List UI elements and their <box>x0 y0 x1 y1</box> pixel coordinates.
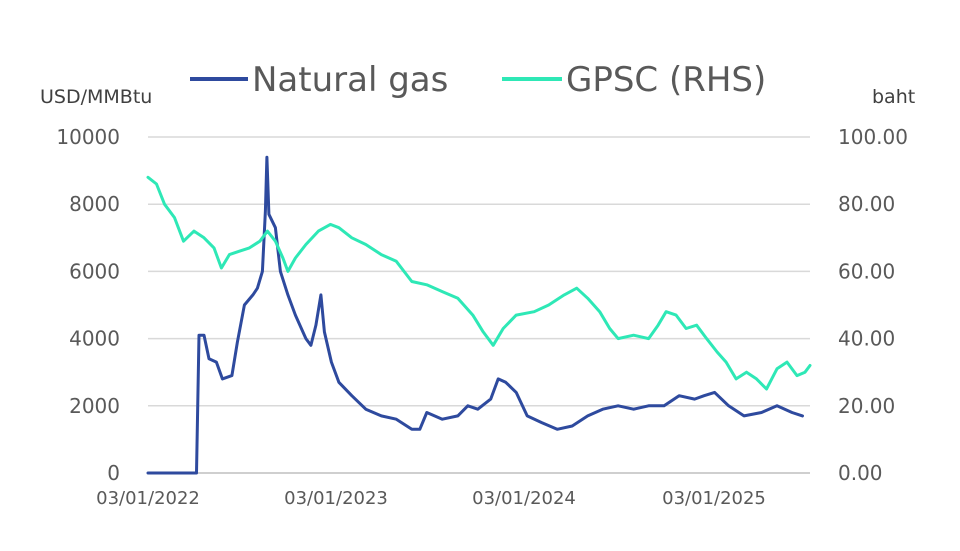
left-tick-label: 4000 <box>69 327 120 351</box>
left-tick-label: 6000 <box>69 259 120 283</box>
x-tick-label: 03/01/2023 <box>284 488 388 509</box>
right-tick-label: 100.00 <box>838 125 908 149</box>
x-tick-label: 03/01/2024 <box>472 488 576 509</box>
x-tick-label: 03/01/2022 <box>96 488 200 509</box>
left-tick-label: 2000 <box>69 394 120 418</box>
legend: Natural gas GPSC (RHS) <box>190 60 766 100</box>
gridlines <box>148 136 810 474</box>
right-tick-label: 20.00 <box>838 394 895 418</box>
right-tick-label: 0.00 <box>838 461 883 485</box>
legend-label-natural-gas: Natural gas <box>252 60 448 100</box>
right-tick-label: 80.00 <box>838 192 895 216</box>
legend-label-gpsc: GPSC (RHS) <box>566 60 766 100</box>
left-tick-label: 10000 <box>56 125 120 149</box>
series-layer <box>146 155 812 475</box>
right-axis-unit-label: baht <box>872 86 915 108</box>
right-tick-label: 60.00 <box>838 259 895 283</box>
left-axis-unit-label: USD/MMBtu <box>40 86 152 108</box>
left-tick-label: 8000 <box>69 192 120 216</box>
left-tick-label: 0 <box>107 461 120 485</box>
series-line-gpsc <box>146 175 812 391</box>
right-tick-label: 40.00 <box>838 327 895 351</box>
axis-labels: 10000 100.00 8000 80.00 6000 60.00 4000 40.00 20… <box>56 125 908 509</box>
x-tick-label: 03/01/2025 <box>662 488 766 509</box>
series-line-natural-gas <box>146 155 804 475</box>
